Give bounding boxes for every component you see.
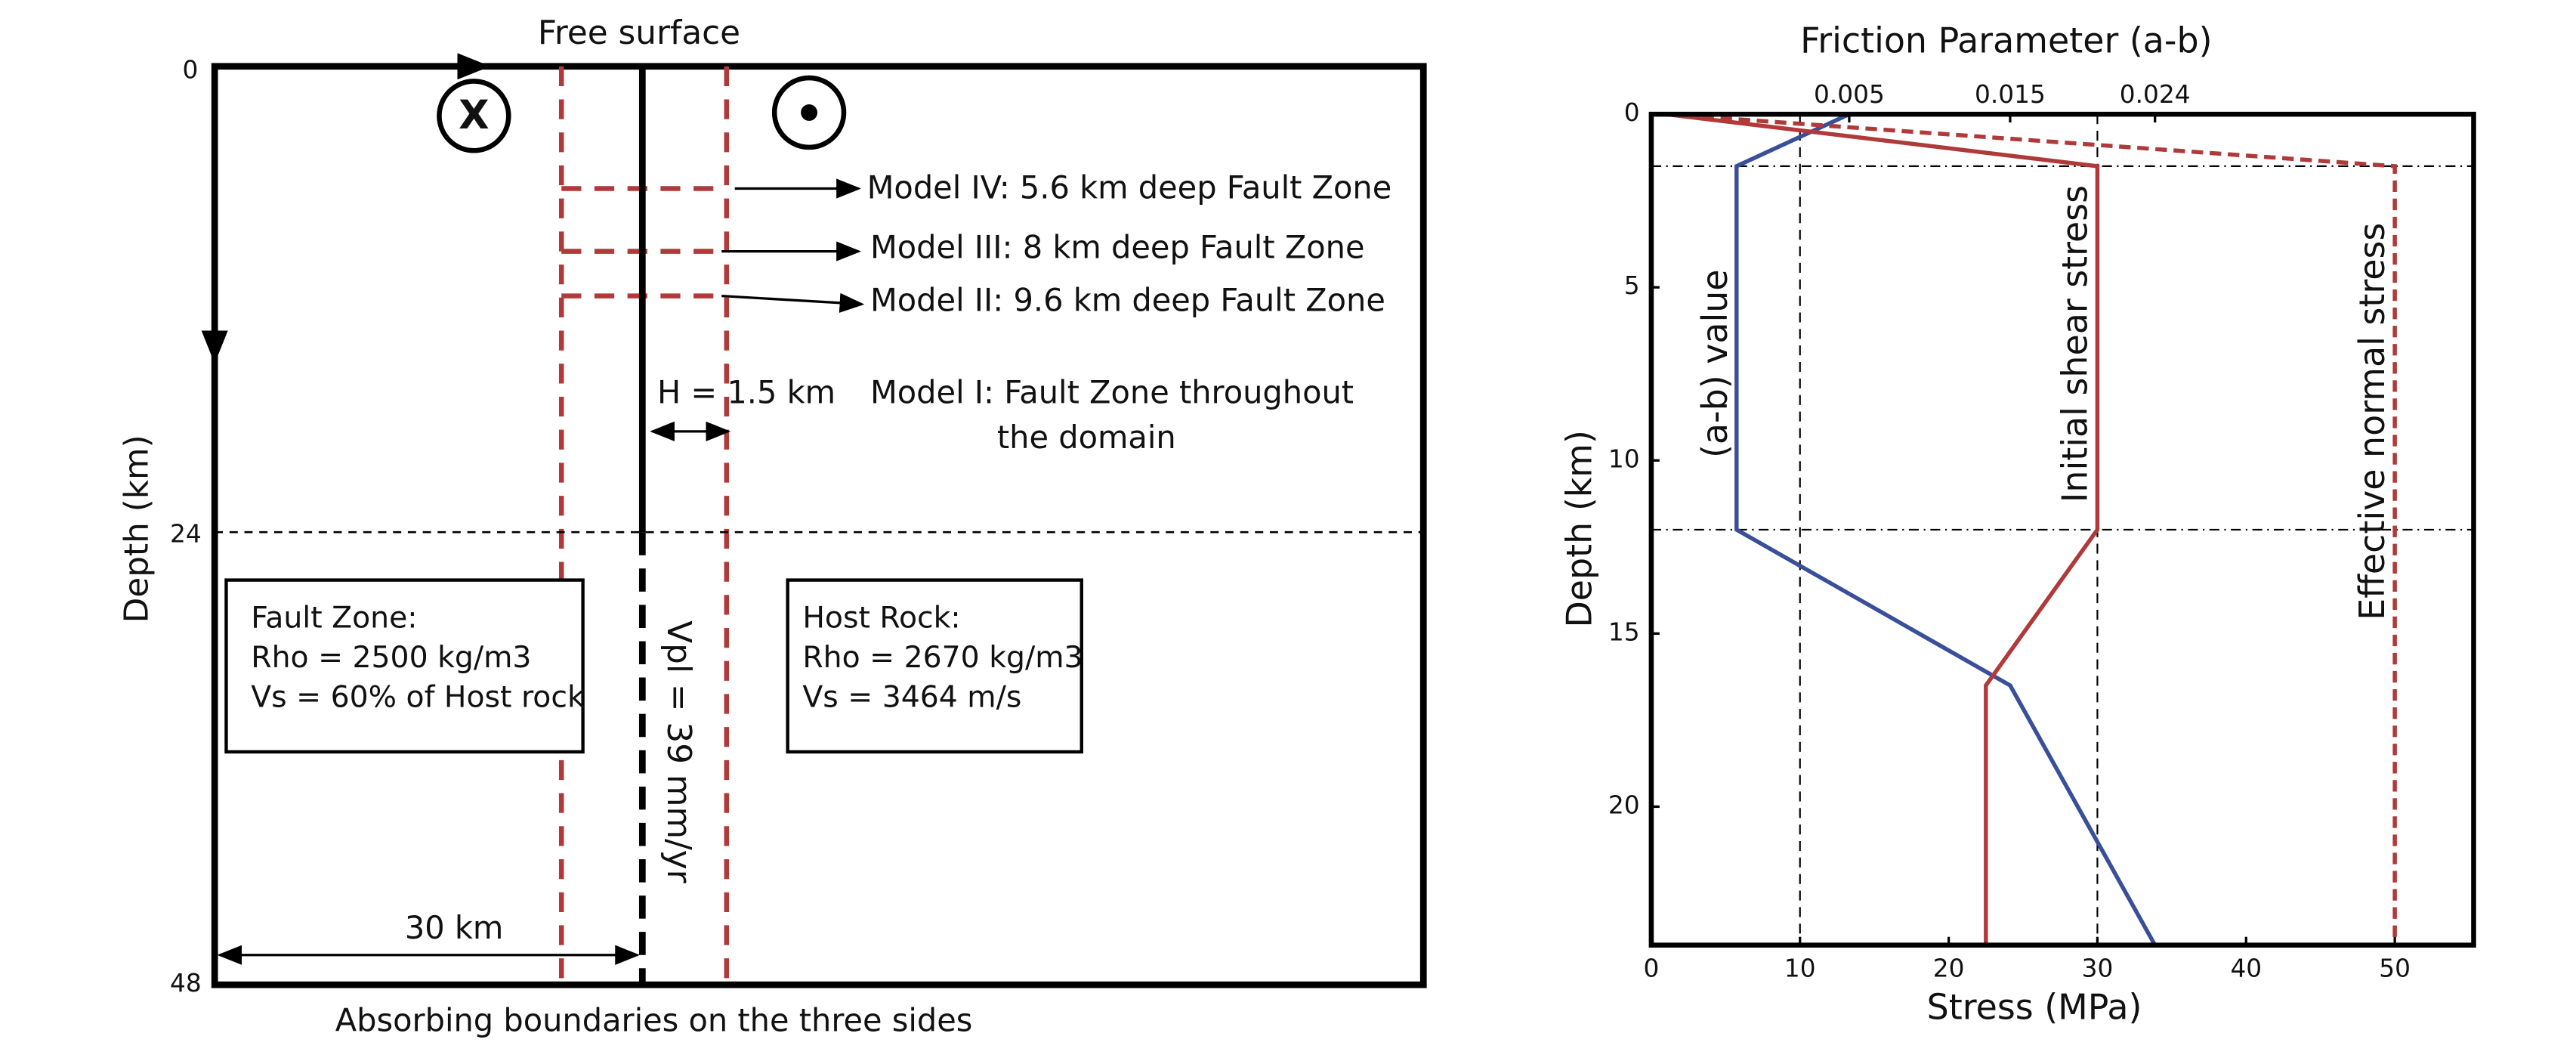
box-text: Vs = 3464 m/s	[802, 679, 1021, 714]
box-text: Rho = 2500 kg/m3	[251, 640, 531, 675]
series-line	[1666, 112, 2100, 945]
x2-tick-label: 0.015	[1975, 80, 2046, 109]
series-line	[1734, 112, 2157, 946]
chart-title: Friction Parameter (a-b)	[1800, 20, 2212, 61]
free-surface-label: Free surface	[538, 14, 740, 52]
fault-zone-box	[224, 578, 585, 754]
x-tick-label: 10	[1784, 954, 1816, 982]
x-tick-label: 20	[1933, 954, 1965, 982]
x-tick-label: 30	[2082, 954, 2114, 982]
series-line	[1666, 112, 2397, 945]
distance-label: 30 km	[405, 909, 504, 946]
model-label: Model I: Fault Zone throughout	[870, 374, 1354, 411]
x2-tick-label: 0.005	[1814, 80, 1885, 109]
series-label: Effective normal stress	[2352, 223, 2392, 620]
x2-tick-label: 0.024	[2120, 80, 2191, 109]
plot-frame	[1648, 111, 2476, 948]
host-rock-box	[786, 578, 1083, 754]
x-tick-label: 0	[1643, 954, 1659, 982]
box-text: Rho = 2670 kg/m3	[802, 640, 1083, 675]
y-tick-label: 20	[1608, 790, 1640, 819]
plate-rate: Vpl = 39 mm/yr	[659, 620, 698, 883]
x-axis-title: Stress (MPa)	[1927, 986, 2142, 1027]
box-text: Vs = 60% of Host rock	[251, 679, 585, 714]
model-label: Model IV: 5.6 km deep Fault Zone	[867, 169, 1392, 206]
box-text: Fault Zone:	[251, 601, 417, 636]
series-label: (a-b) value	[1694, 269, 1735, 458]
model-label: Model III: 8 km deep Fault Zone	[870, 228, 1365, 265]
y-tick-label: 10	[1608, 444, 1640, 473]
depth-label: 24	[170, 520, 202, 549]
y-tick-label: 5	[1624, 271, 1640, 300]
x-tick-label: 50	[2379, 954, 2411, 982]
out-of-page-dot	[801, 104, 818, 121]
bottom-label: Absorbing boundaries on the three sides	[335, 1001, 973, 1038]
box-text: Host Rock:	[802, 601, 960, 636]
out-of-page-symbol	[771, 75, 847, 150]
y-tick-label: 15	[1608, 617, 1640, 646]
depth-label: 48	[170, 969, 202, 998]
x-tick-label: 40	[2230, 954, 2262, 982]
width-label: H = 1.5 km	[657, 374, 836, 411]
depth-axis-label: Depth (km)	[118, 435, 156, 623]
y-tick-label: 0	[1624, 98, 1640, 127]
model-label: the domain	[997, 419, 1176, 456]
depth-label: 0	[182, 55, 198, 84]
into-page-symbol	[437, 79, 511, 153]
model-label: Model II: 9.6 km deep Fault Zone	[870, 281, 1385, 318]
pointer	[721, 292, 865, 313]
y-axis-title: Depth (km)	[1559, 430, 1600, 627]
model-diagram: X Free surface Model IV: 5.6 km deep Fau…	[118, 14, 1427, 1038]
friction-chart: Friction Parameter (a-b) Stress (MPa) Dept…	[1559, 20, 2476, 1027]
into-page-label: X	[459, 92, 489, 138]
series-label: Initial shear stress	[2054, 185, 2095, 503]
domain-box	[211, 63, 1427, 988]
